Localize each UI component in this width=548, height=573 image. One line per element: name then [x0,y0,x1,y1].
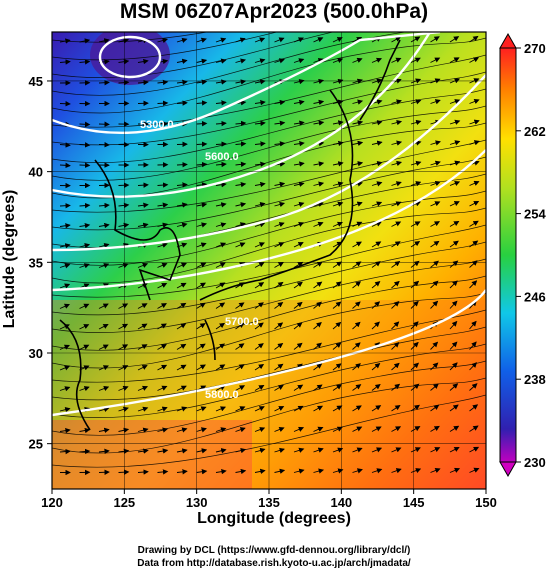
x-tick-label: 135 [258,495,280,510]
contour-label: 5700.0 [225,316,259,328]
x-tick-label: 150 [475,495,497,510]
credit-drawing: Drawing by DCL (https://www.gfd-dennou.o… [137,545,411,556]
colorbar-tick-label: 262 [524,124,546,139]
colorbar-tick-label: 254 [524,207,546,222]
y-tick-label: 30 [29,346,43,361]
y-tick-label: 45 [29,74,43,89]
colorbar [499,32,517,478]
credit-data: Data from http://database.rish.kyoto-u.a… [137,558,411,569]
y-tick-label: 35 [29,255,43,270]
x-tick-label: 140 [330,495,352,510]
contour-label: 5300.0 [140,119,174,131]
x-tick-label: 120 [41,495,63,510]
colorbar-tick-label: 270 [524,41,546,56]
colorbar-tick-label: 246 [524,289,546,304]
contour-label: 5600.0 [205,151,239,163]
x-axis-label: Longitude (degrees) [197,510,351,527]
colorbar-tick-label: 230 [524,455,546,470]
chart-title: MSM 06Z07Apr2023 (500.0hPa) [119,0,429,23]
y-tick-label: 25 [29,437,43,452]
x-tick-label: 125 [113,495,135,510]
y-tick-label: 40 [29,165,43,180]
y-axis-label: Latitude (degrees) [1,189,18,329]
contour-label: 5800.0 [205,389,239,401]
x-tick-label: 145 [403,495,425,510]
colorbar-tick-label: 238 [524,372,546,387]
x-tick-label: 130 [186,495,208,510]
